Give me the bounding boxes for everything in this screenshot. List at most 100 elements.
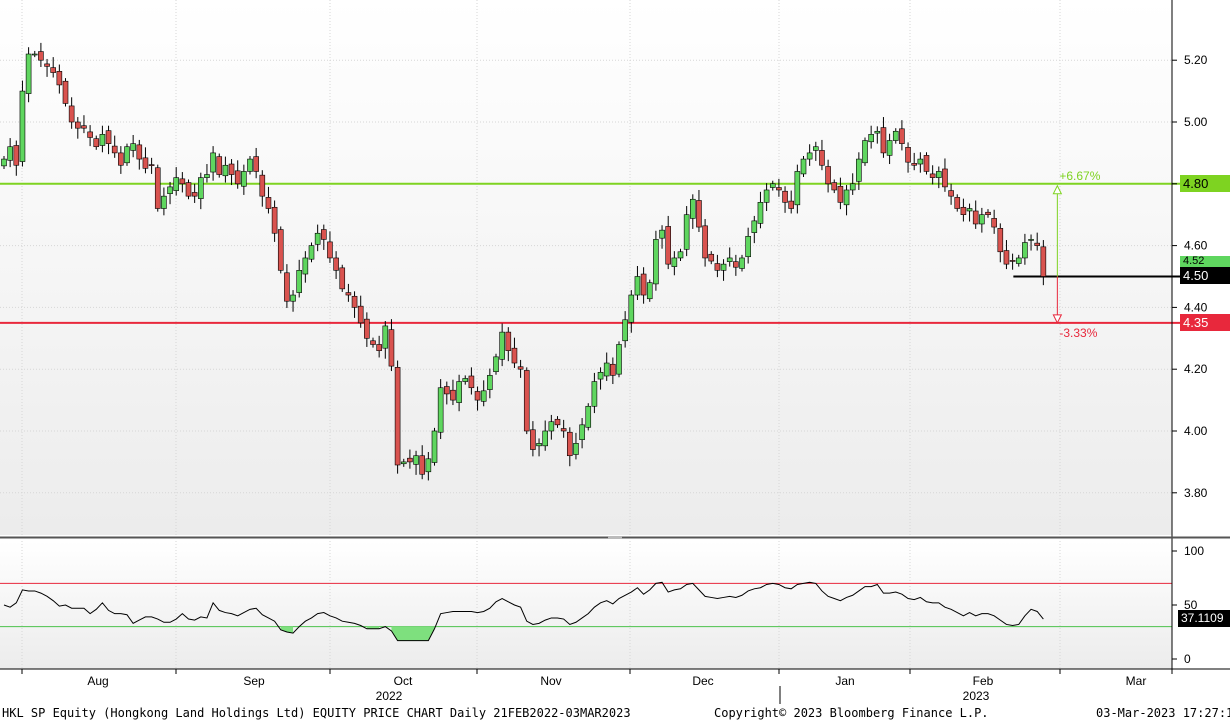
candle (923, 152, 930, 175)
rsi-tick-label: 0 (1184, 652, 1191, 666)
candle-body (819, 150, 825, 166)
candle-body (191, 192, 198, 197)
candle (579, 418, 585, 449)
candle (437, 379, 444, 440)
candle (191, 183, 198, 203)
candle-body (142, 157, 149, 169)
candle-body (714, 263, 721, 271)
candle-body (997, 227, 1004, 253)
candle (880, 117, 887, 158)
candle (831, 179, 838, 194)
candle (216, 153, 223, 178)
candle-body (566, 431, 573, 457)
candle (31, 50, 38, 58)
candle (413, 450, 419, 475)
candle (849, 173, 856, 195)
x-year-label: 2023 (963, 689, 990, 703)
candle-body (327, 241, 333, 259)
candle-body (782, 190, 788, 203)
candle-body (763, 189, 770, 203)
x-month-label: Feb (973, 674, 994, 688)
candle-body (68, 105, 75, 123)
candle-body (616, 344, 622, 375)
candle-body (757, 202, 764, 224)
candle (204, 164, 210, 183)
axes (0, 0, 1230, 704)
candle-body (880, 127, 887, 154)
candle-body (394, 367, 401, 466)
candle-body (548, 421, 555, 432)
x-month-label: Oct (394, 674, 413, 688)
candle-body (862, 140, 868, 164)
candle-body (345, 292, 352, 296)
candle-body (948, 190, 954, 197)
candle-body (1, 158, 7, 167)
candle (400, 458, 407, 467)
candle (450, 379, 456, 406)
candle-body (62, 80, 69, 104)
candle-body (308, 245, 315, 260)
candle-body (720, 263, 727, 271)
candle-body (407, 457, 413, 463)
candle (308, 242, 315, 263)
candle-body (769, 183, 776, 188)
candle (277, 226, 284, 274)
candle (370, 337, 376, 348)
candle (659, 225, 665, 249)
candle-body (136, 144, 143, 160)
candle-body (610, 363, 616, 376)
candle-body (31, 53, 38, 56)
candle (1040, 240, 1047, 286)
candle (241, 164, 247, 195)
candle (554, 416, 561, 428)
candle (99, 125, 106, 153)
candle (739, 254, 745, 272)
candle (7, 138, 13, 168)
candle-body (929, 173, 936, 178)
candle (671, 251, 678, 276)
candle (462, 375, 469, 385)
candle-body (1003, 250, 1010, 265)
candles (1, 42, 1047, 481)
candle-body (253, 156, 259, 172)
candle (296, 259, 303, 298)
candle (290, 290, 296, 312)
candle (136, 139, 143, 170)
candle (407, 449, 413, 469)
candle (75, 117, 81, 139)
candle (597, 367, 604, 390)
candle-body (87, 131, 93, 138)
candle-body (222, 164, 229, 177)
candle (819, 139, 825, 171)
candle (942, 158, 948, 192)
candle (966, 203, 973, 222)
candle (1, 155, 7, 169)
candle (56, 64, 63, 94)
candle (302, 251, 309, 283)
candle-body (954, 197, 961, 209)
candle (720, 259, 727, 281)
x-year-label: 2022 (376, 689, 403, 703)
candle (542, 420, 549, 451)
candle (228, 159, 235, 186)
candle (868, 125, 874, 149)
candle-body (167, 186, 173, 194)
candle-body (388, 329, 395, 367)
candle (954, 194, 961, 212)
candle (517, 359, 524, 378)
candle (763, 183, 770, 211)
candle (991, 209, 997, 234)
candle (1028, 234, 1034, 251)
candle (985, 209, 991, 218)
price-chart: +6.67% -3.33% 3.80 4.00 4.20 4.40 4.60 4.80 5.0… (0, 0, 1230, 704)
candle-body (431, 430, 438, 463)
candle-body (413, 455, 419, 465)
candle (640, 267, 647, 304)
candle (948, 183, 954, 205)
candle (536, 438, 542, 457)
candle-body (677, 251, 684, 259)
candle (806, 144, 813, 166)
candle-body (843, 189, 850, 206)
footer-copyright: Copyright© 2023 Bloomberg Finance L.P. (714, 706, 989, 720)
candle (560, 419, 567, 438)
